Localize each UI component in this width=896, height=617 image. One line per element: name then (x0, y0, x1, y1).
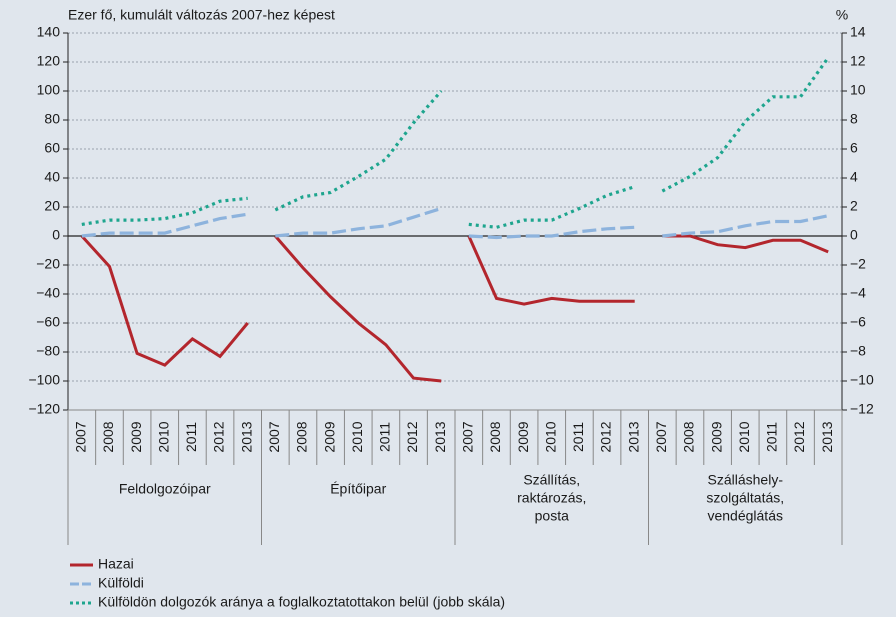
x-tick-label: 2012 (404, 421, 420, 452)
y2-tick-label: 8 (850, 111, 858, 127)
series-line (662, 234, 829, 254)
legend-label: Hazai (98, 556, 134, 572)
group-label: Építőipar (330, 481, 386, 497)
group-label: szolgáltatás, (706, 490, 784, 506)
x-tick-label: 2009 (128, 421, 144, 452)
y2-tick-label: 4 (850, 169, 858, 185)
x-tick-label: 2007 (73, 421, 89, 452)
group-label: vendéglátás (707, 508, 783, 524)
group-label: Szállítás, (523, 472, 580, 488)
x-tick-label: 2010 (155, 421, 171, 452)
x-tick-label: 2008 (487, 421, 503, 452)
series-line (468, 225, 635, 240)
series-line (274, 235, 442, 383)
y2-tick-label: 2 (850, 198, 858, 214)
y-tick-label: 20 (44, 198, 60, 214)
x-tick-label: 2007 (460, 421, 476, 452)
y2-tick-label: 12 (850, 53, 866, 69)
y2-tick-label: −10 (850, 372, 874, 388)
y-tick-label: 100 (37, 82, 61, 98)
x-tick-label: 2009 (321, 421, 337, 452)
x-tick-label: 2011 (377, 422, 393, 452)
x-tick-label: 2012 (598, 421, 614, 452)
y2-tick-label: −2 (850, 256, 866, 272)
series-line (80, 234, 249, 367)
y2-tick-label: −8 (850, 343, 866, 359)
group-label: raktározás, (517, 490, 586, 506)
y2-tick-label: −12 (850, 401, 874, 417)
x-tick-label: 2013 (238, 421, 254, 452)
legend-label: Külföldön dolgozók aránya a foglalkoztat… (98, 594, 505, 610)
y-tick-label: −80 (36, 343, 60, 359)
series-line (275, 206, 442, 238)
series-line (467, 235, 635, 306)
x-tick-label: 2013 (625, 421, 641, 452)
x-tick-label: 2010 (736, 421, 752, 452)
y2-tick-label: −6 (850, 314, 866, 330)
y2-tick-label: 14 (850, 24, 866, 40)
y2-tick-label: 0 (850, 227, 858, 243)
legend-label: Külföldi (98, 575, 144, 591)
y-tick-label: 120 (37, 53, 61, 69)
series-line (468, 185, 636, 229)
x-tick-label: 2010 (542, 421, 558, 452)
x-tick-label: 2008 (100, 421, 116, 452)
group-label: Feldolgozóipar (119, 481, 211, 497)
y-tick-label: −100 (28, 372, 60, 388)
y2-tick-label: 6 (850, 140, 858, 156)
x-tick-label: 2012 (791, 421, 807, 452)
x-tick-label: 2011 (764, 422, 780, 452)
x-tick-label: 2007 (266, 421, 282, 452)
y-tick-label: 60 (44, 140, 60, 156)
y-tick-label: −60 (36, 314, 60, 330)
y-tick-label: 0 (52, 227, 60, 243)
group-label: posta (535, 508, 569, 524)
x-tick-label: 2007 (653, 421, 669, 452)
group-label: Szálláshely- (708, 472, 784, 488)
y-tick-label: 140 (37, 24, 61, 40)
x-tick-label: 2011 (183, 422, 199, 452)
y-tick-label: −20 (36, 256, 60, 272)
x-tick-label: 2013 (432, 421, 448, 452)
x-tick-label: 2013 (819, 421, 835, 452)
series-line (274, 89, 443, 212)
x-tick-label: 2012 (211, 421, 227, 452)
x-tick-label: 2009 (708, 421, 724, 452)
series-line (81, 196, 248, 226)
x-tick-label: 2011 (570, 422, 586, 452)
series-line (81, 212, 248, 238)
y-tick-label: −40 (36, 285, 60, 301)
x-tick-label: 2010 (349, 421, 365, 452)
y-tick-label: 80 (44, 111, 60, 127)
y2-tick-label: 10 (850, 82, 866, 98)
x-tick-label: 2008 (681, 421, 697, 452)
y2-axis-label: % (836, 7, 848, 23)
y2-tick-label: −4 (850, 285, 866, 301)
y-tick-label: −120 (28, 401, 60, 417)
x-tick-label: 2008 (294, 421, 310, 452)
y-axis-label: Ezer fő, kumulált változás 2007-hez képe… (68, 7, 335, 23)
y-tick-label: 40 (44, 169, 60, 185)
series-line (661, 56, 830, 193)
series-line (662, 214, 829, 238)
x-tick-label: 2009 (515, 421, 531, 452)
